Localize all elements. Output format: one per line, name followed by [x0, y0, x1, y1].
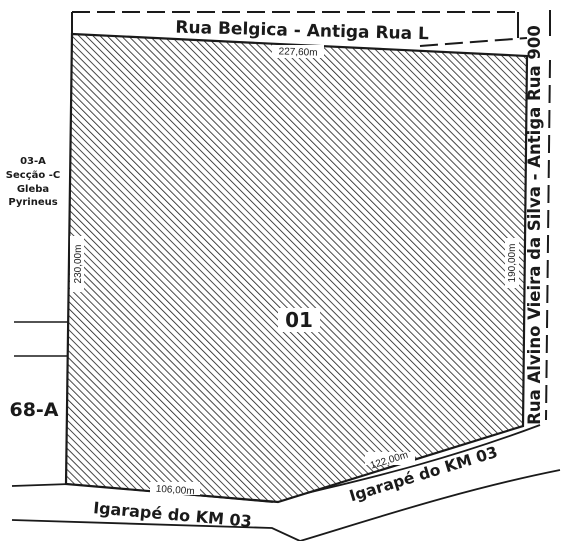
west-boundary-lines	[14, 321, 70, 357]
dimension-top: 227,60m	[278, 46, 317, 58]
neighbor-label-upper: 03-A Secção -C Gleba Pyrineus	[6, 156, 60, 208]
lot-number-badge: 01	[278, 308, 320, 332]
road-label-right: Rua Alvino Vieira da Silva - Antiga Rua …	[525, 25, 544, 425]
dimension-left: 230,00m	[73, 245, 84, 284]
road-right-outline	[545, 10, 551, 421]
neighbor-line-1: 03-A	[20, 156, 46, 167]
dimension-top-group: 227,60m	[272, 45, 324, 59]
neighbor-line-4: Pyrineus	[8, 197, 57, 208]
parcel-lot-01[interactable]	[64, 32, 529, 504]
neighbor-line-3: Gleba	[17, 184, 49, 195]
dimension-left-group: 230,00m	[70, 236, 84, 292]
dimension-bottom-left: 106,00m	[155, 484, 195, 498]
road-label-bottom-left: Igarapé do KM 03	[92, 498, 252, 531]
dimension-right: 190,00m	[507, 244, 518, 283]
dimension-bottom-left-group: 106,00m	[150, 482, 200, 497]
dimension-right-group: 190,00m	[505, 238, 519, 288]
neighbor-label-lower: 68-A	[9, 399, 58, 421]
lot-number: 01	[285, 308, 313, 332]
neighbor-line-2: Secção -C	[6, 170, 60, 181]
